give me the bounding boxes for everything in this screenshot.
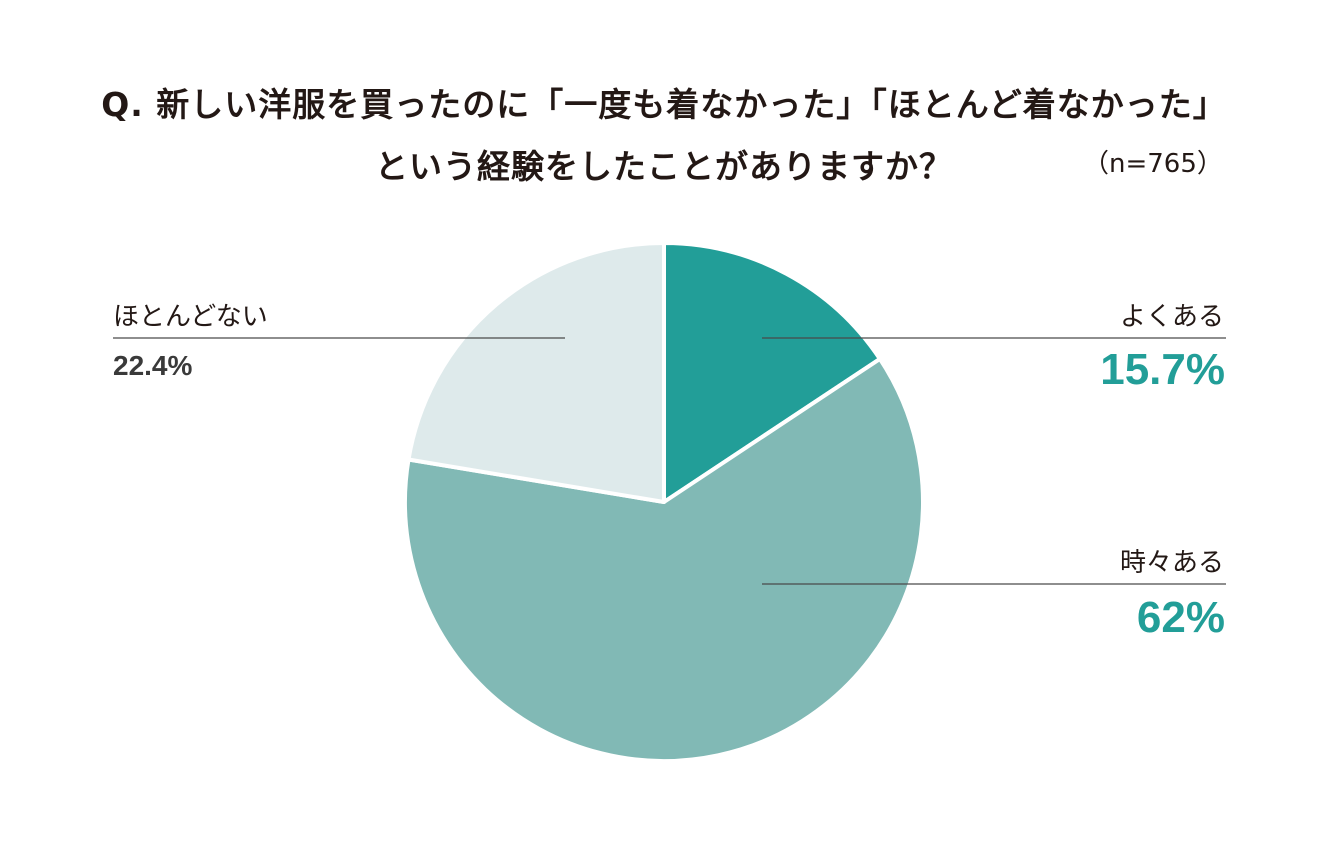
leader-lines — [113, 337, 1226, 585]
label-rarely: ほとんどない — [113, 302, 268, 332]
slice-sometimes — [403, 356, 925, 763]
value-sometimes: 62% — [1136, 593, 1225, 642]
pie-slices — [403, 241, 925, 763]
slice-rarely — [406, 241, 666, 504]
value-often: 15.7% — [1100, 345, 1225, 394]
label-sometimes: 時々ある — [1119, 548, 1224, 578]
chart-title-line-2: という経験をしたことがありますか？ — [375, 147, 953, 186]
chart-title-line-1: Q. 新しい洋服を買ったのに「一度も着なかった」「ほとんど着なかった」 — [101, 85, 1227, 124]
sample-size: （n=765） — [1083, 149, 1223, 179]
label-often: よくある — [1119, 302, 1224, 332]
value-rarely: 22.4% — [113, 350, 193, 381]
